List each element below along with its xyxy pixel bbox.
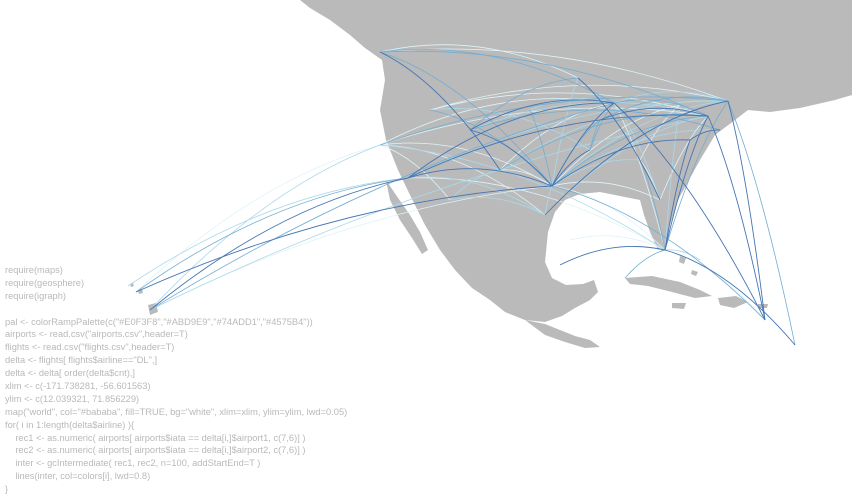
flight-route-line bbox=[589, 102, 615, 151]
flight-route-line bbox=[469, 129, 553, 187]
flight-route-line bbox=[727, 100, 796, 346]
flight-route-line bbox=[664, 100, 729, 251]
flight-route-line bbox=[551, 149, 591, 187]
code-line: rec1 <- as.numeric( airports[ airports$i… bbox=[5, 432, 306, 443]
flight-route-line bbox=[569, 235, 666, 251]
arctic-island bbox=[640, 0, 700, 22]
flight-route-line bbox=[127, 177, 409, 287]
flight-route-line bbox=[624, 249, 666, 279]
flight-route-line bbox=[407, 102, 615, 179]
flight-route-line bbox=[551, 185, 766, 321]
flight-route-line bbox=[379, 51, 501, 171]
flight-route-line bbox=[135, 177, 409, 293]
central-america bbox=[525, 320, 600, 348]
flight-route-line bbox=[149, 102, 615, 311]
code-line: rec2 <- as.numeric( airports[ airports$i… bbox=[5, 445, 306, 456]
bahamas bbox=[679, 256, 686, 264]
flight-route-line bbox=[664, 139, 691, 251]
flight-route-line bbox=[664, 249, 796, 346]
flight-route-line bbox=[613, 102, 766, 321]
code-line: delta <- delta[ order(delta$cnt),] bbox=[5, 368, 135, 379]
flight-route-line bbox=[407, 177, 666, 251]
flight-route-line bbox=[551, 139, 691, 187]
florida bbox=[640, 200, 666, 250]
code-line: } bbox=[5, 484, 9, 495]
code-line: delta <- flights[ flights$airline=="DL",… bbox=[5, 355, 158, 366]
flight-route-line bbox=[469, 109, 721, 131]
code-line: pal <- colorRampPalette(c("#E0F3F8","#AB… bbox=[5, 316, 313, 327]
code-line: inter <- gcIntermediate( rec1, rec2, n=1… bbox=[5, 458, 261, 469]
r-code-block: require(maps) require(geosphere) require(i… bbox=[5, 264, 347, 496]
flight-route-line bbox=[577, 77, 661, 201]
code-line: require(geosphere) bbox=[5, 277, 85, 288]
flight-route-line bbox=[689, 129, 721, 141]
flight-route-line bbox=[379, 144, 451, 201]
flight-route-line bbox=[559, 246, 666, 266]
flight-route-line bbox=[529, 98, 615, 111]
flight-route-line bbox=[149, 144, 381, 311]
flight-route-line bbox=[659, 115, 709, 201]
flight-route-line bbox=[429, 109, 553, 187]
code-line: xlim <- c(-171.738281, -56.601563) bbox=[5, 381, 151, 392]
flight-route-line bbox=[599, 96, 729, 121]
flight-route-line bbox=[551, 77, 579, 187]
flight-route-line bbox=[544, 100, 729, 216]
flight-route-line bbox=[379, 96, 729, 146]
flight-route-line bbox=[379, 142, 553, 187]
code-line: require(maps) bbox=[5, 265, 63, 275]
flight-route-line bbox=[407, 114, 709, 179]
flight-route-line bbox=[407, 176, 546, 216]
flight-route-line bbox=[499, 102, 615, 171]
flight-route-line bbox=[664, 115, 709, 251]
code-line: for( i in 1:length(delta$airline) ){ bbox=[5, 419, 135, 430]
north-america-landmass bbox=[300, 0, 852, 322]
flight-route-line bbox=[149, 177, 409, 311]
flight-route-line bbox=[379, 51, 553, 187]
flight-route-line bbox=[589, 119, 601, 151]
code-line: flights <- read.csv("flights.csv",header… bbox=[5, 342, 175, 353]
code-line: require(igraph) bbox=[5, 290, 66, 301]
flight-route-line bbox=[469, 77, 579, 131]
flight-route-line bbox=[429, 92, 709, 117]
flight-route-line bbox=[379, 48, 615, 104]
code-line bbox=[5, 303, 347, 316]
flight-route-line bbox=[469, 99, 615, 131]
arctic-island bbox=[720, 0, 770, 26]
flight-route-line bbox=[429, 108, 591, 151]
greenland bbox=[783, 0, 852, 68]
flight-route-line bbox=[551, 181, 661, 201]
land-masses bbox=[130, 0, 852, 348]
flight-route-line bbox=[499, 169, 553, 187]
flight-route-line bbox=[149, 115, 709, 311]
code-line: airports <- read.csv("airports.csv",head… bbox=[5, 329, 188, 340]
jamaica bbox=[672, 303, 686, 309]
code-line: map("world", col="#bababa", fill=TRUE, b… bbox=[5, 406, 348, 417]
cuba bbox=[625, 276, 712, 298]
flight-route-line bbox=[379, 144, 666, 251]
flight-route-line bbox=[727, 100, 766, 321]
flight-route-line bbox=[551, 104, 681, 187]
flight-route-line bbox=[379, 144, 546, 216]
flight-route-line bbox=[599, 107, 709, 121]
flight-route-line bbox=[664, 249, 701, 261]
flight-route-line bbox=[407, 168, 553, 187]
flight-route-line bbox=[135, 144, 381, 293]
bahamas bbox=[691, 270, 698, 276]
flight-route-line bbox=[707, 115, 766, 321]
code-line: lines(inter, col=colors[i], lwd=0.8) bbox=[5, 471, 151, 482]
code-line: ylim <- c(12.039321, 71.856229) bbox=[5, 393, 140, 404]
flight-route-line bbox=[449, 196, 546, 216]
flight-route-line bbox=[551, 102, 615, 187]
hispaniola bbox=[718, 296, 748, 308]
flight-route-line bbox=[551, 100, 729, 187]
flight-route-line bbox=[613, 91, 729, 104]
flight-route-line bbox=[379, 44, 579, 79]
flight-route-line bbox=[613, 102, 666, 251]
baja-peninsula bbox=[386, 180, 428, 254]
flight-route-line bbox=[544, 185, 553, 216]
flight-route-line bbox=[551, 115, 709, 187]
flight-route-line bbox=[135, 185, 553, 293]
